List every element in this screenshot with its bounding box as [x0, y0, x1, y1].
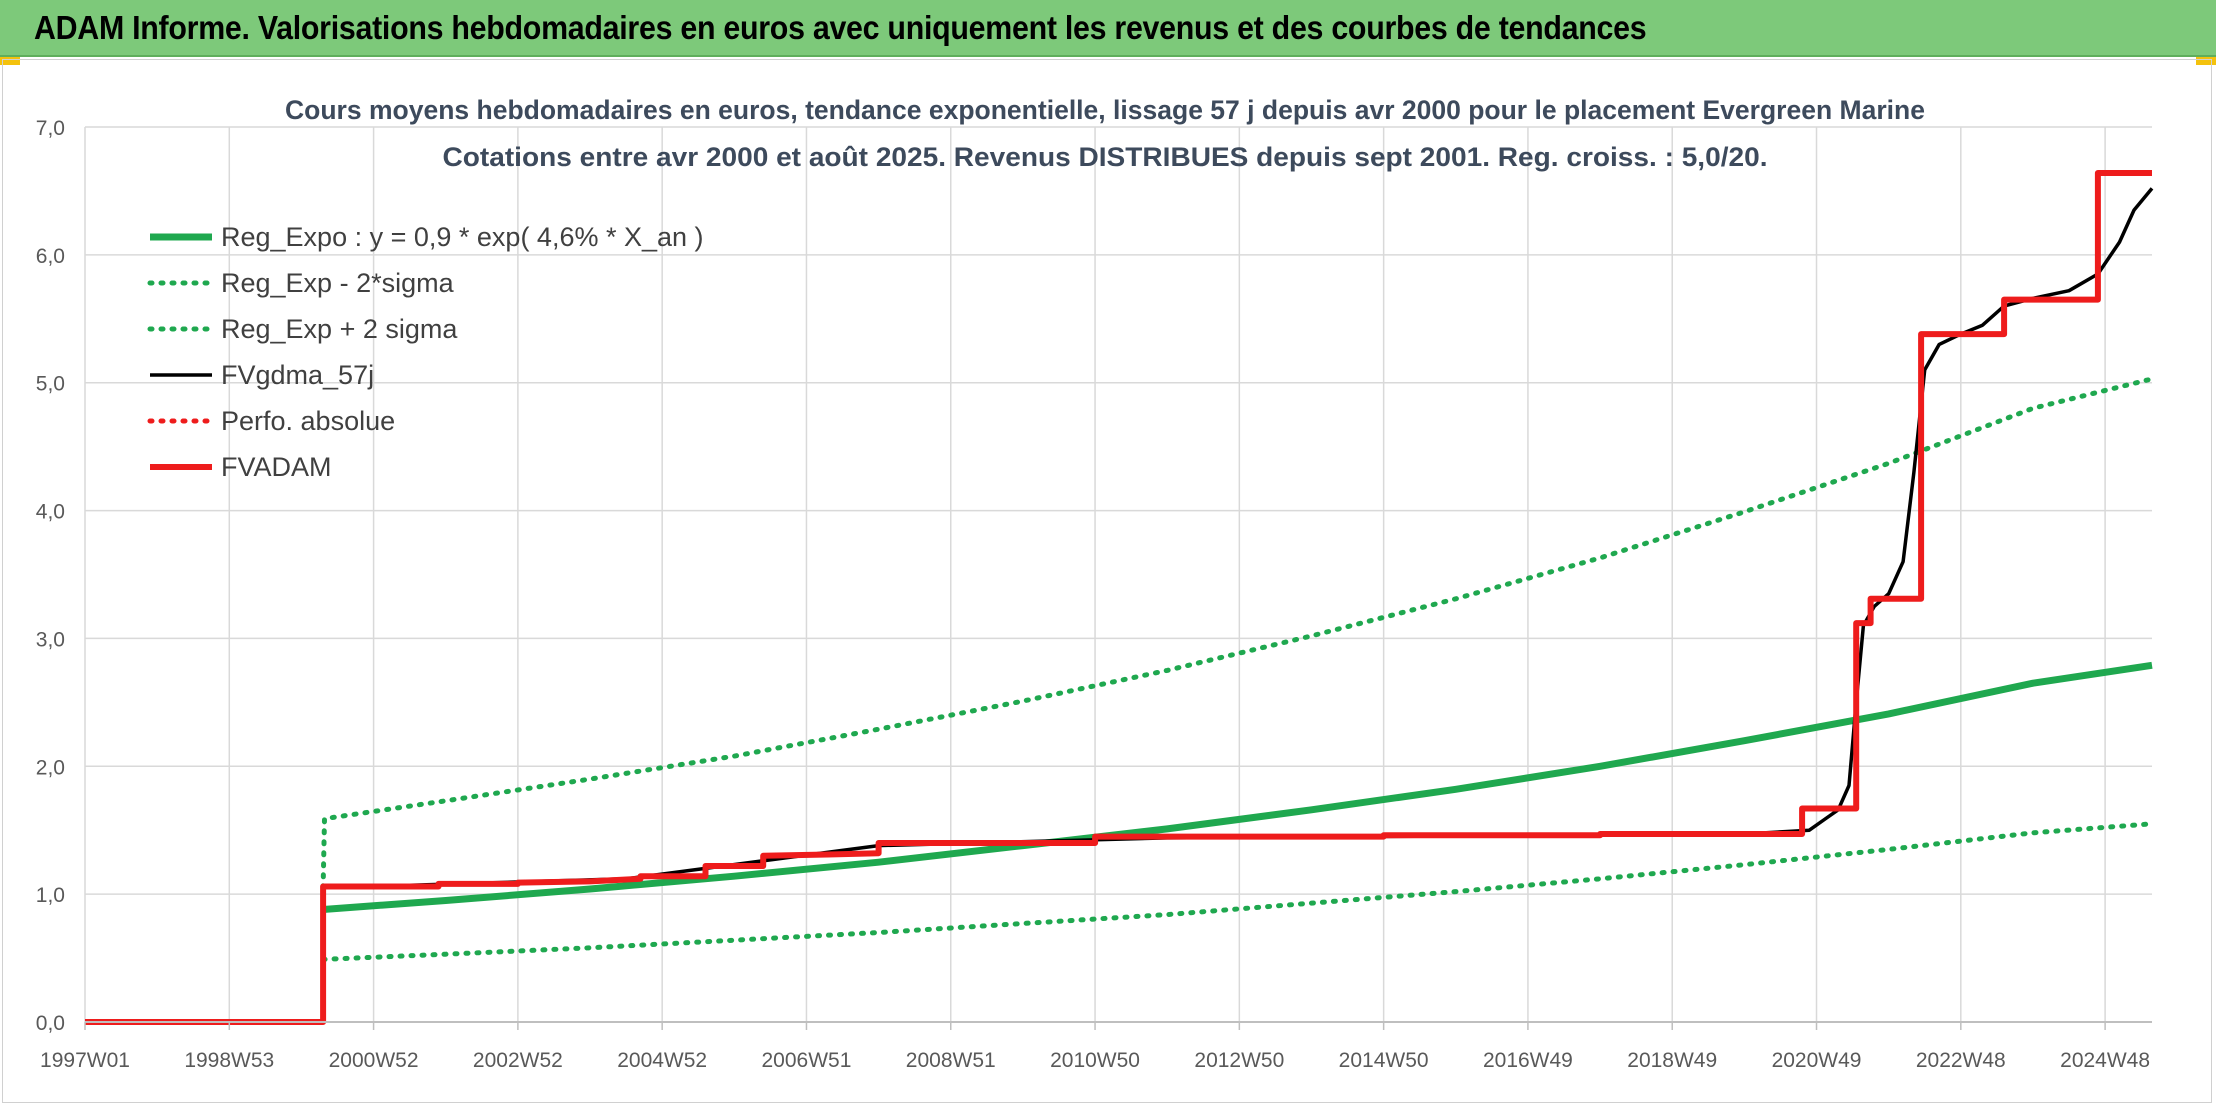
corner-accent-right — [2196, 57, 2216, 65]
x-tick-label: 2006W51 — [762, 1049, 852, 1072]
series-line-2 — [320, 376, 2155, 891]
y-tick-label: 6,0 — [36, 245, 65, 268]
legend-label-5: FVADAM — [221, 452, 332, 482]
x-tick-label: 2022W48 — [1916, 1049, 2006, 1072]
x-tick-label: 2014W50 — [1339, 1049, 1429, 1072]
y-tick-label: 5,0 — [36, 373, 65, 396]
chart-area — [2, 59, 2212, 1103]
y-tick-label: 7,0 — [36, 117, 65, 140]
x-tick-label: 2024W48 — [2060, 1049, 2150, 1072]
series-layer — [85, 170, 2155, 1025]
report-banner: ADAM Informe. Valorisations hebdomadaire… — [0, 0, 2216, 57]
x-tick-label: 2016W49 — [1483, 1049, 1573, 1072]
y-tick-label: 0,0 — [36, 1012, 65, 1035]
x-tick-label: 2012W50 — [1194, 1049, 1284, 1072]
grid-lines — [84, 126, 2152, 1023]
x-tick-label: 2008W51 — [906, 1049, 996, 1072]
series-line-3 — [323, 187, 2154, 890]
legend: Reg_Expo : y = 0,9 * exp( 4,6% * X_an ) R… — [147, 222, 704, 482]
legend-label-4: Perfo. absolue — [221, 406, 395, 436]
legend-label-0: Reg_Expo : y = 0,9 * exp( 4,6% * X_an ) — [221, 222, 704, 252]
x-tick-label: 2018W49 — [1627, 1049, 1717, 1072]
series-line-0 — [322, 661, 2153, 913]
chart-title: Cours moyens hebdomadaires en euros, ten… — [285, 95, 1925, 125]
series-line-5 — [85, 170, 2152, 1025]
legend-label-2: Reg_Exp + 2 sigma — [221, 314, 458, 344]
y-tick-label: 1,0 — [36, 884, 65, 907]
legend-label-1: Reg_Exp - 2*sigma — [221, 268, 455, 298]
x-tick-label: 2000W52 — [329, 1049, 419, 1072]
y-tick-label: 3,0 — [36, 628, 65, 651]
y-tick-label: 4,0 — [36, 501, 65, 524]
x-tick-label: 2004W52 — [617, 1049, 707, 1072]
x-tick-label: 2002W52 — [473, 1049, 563, 1072]
chart-subtitle: Cotations entre avr 2000 et août 2025. R… — [443, 142, 1768, 172]
banner-title: ADAM Informe. Valorisations hebdomadaire… — [34, 9, 1647, 46]
x-tick-label: 1997W01 — [40, 1049, 130, 1072]
x-tick-label: 1998W53 — [184, 1049, 274, 1072]
x-tick-label: 2010W50 — [1050, 1049, 1140, 1072]
legend-label-3: FVgdma_57j — [221, 360, 374, 390]
axes: 0,0 1,0 2,0 3,0 4,0 5,0 6,0 7,0 1997W01 1998W53 20… — [36, 117, 2152, 1072]
y-tick-label: 2,0 — [36, 756, 65, 779]
corner-accent-left — [0, 57, 20, 65]
x-tick-label: 2020W49 — [1772, 1049, 1862, 1072]
